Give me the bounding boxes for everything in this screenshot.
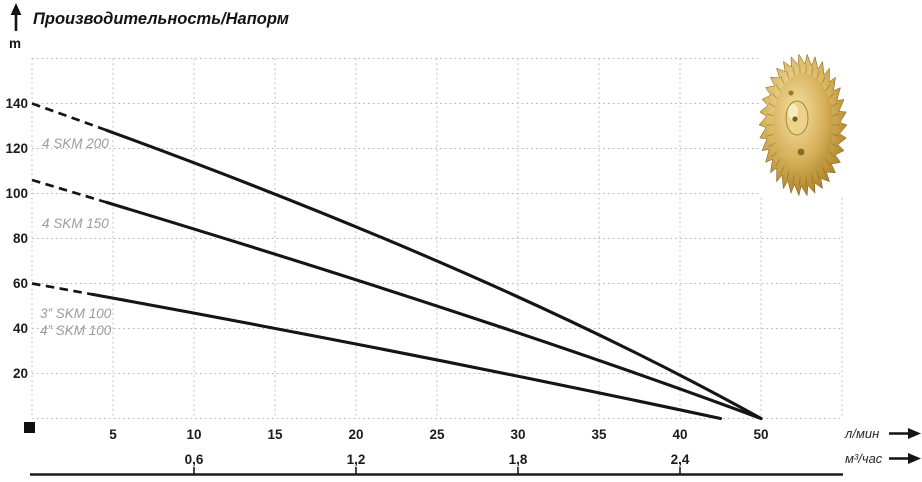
y-axis-up-arrow-icon — [10, 3, 22, 31]
impeller-bolt-hole — [788, 90, 794, 96]
x-tick-label-lmin: 20 — [348, 427, 363, 442]
chart-title: Производительность/Напорм — [33, 10, 289, 28]
curve-label-4in-skm100: 4” SKM 100 — [40, 323, 112, 338]
impeller-vane-line — [775, 157, 782, 166]
impeller-bolt-hole — [797, 148, 805, 156]
impeller-hub-highlight — [788, 104, 798, 120]
impeller-vane-line — [830, 142, 838, 148]
impeller-vane-line — [771, 150, 779, 158]
x-tick-label-m3h: 0,6 — [185, 452, 204, 467]
x-tick-label-lmin: 30 — [510, 427, 525, 442]
x-tick-label-lmin: 10 — [186, 427, 201, 442]
pump-curve — [105, 200, 763, 421]
pump-curves — [31, 102, 763, 421]
impeller-vane-line — [831, 113, 840, 117]
impeller-vane-line — [827, 92, 835, 100]
grid — [31, 58, 843, 419]
flow-axis-lmin-unit-label: л/мин — [844, 426, 879, 441]
x-tick-label-lmin: 25 — [429, 427, 445, 442]
y-tick-label: 120 — [5, 141, 28, 156]
impeller-vane-line — [768, 142, 776, 148]
axis-ticks: 5 10 15 20 25 30 35 40 50 0,6 1,2 1,8 2,4 140 120 100 80… — [5, 96, 769, 475]
flow-axis-m3h-arrow-icon — [889, 453, 921, 464]
x-tick-label-lmin: 35 — [591, 427, 607, 442]
x-tick-label-m3h: 1,8 — [509, 452, 528, 467]
impeller-vane-line — [766, 113, 775, 117]
pump-curve — [90, 292, 723, 421]
x-tick-label-lmin: 50 — [753, 427, 768, 442]
y-tick-label: 20 — [13, 366, 28, 381]
x-tick-label-lmin: 40 — [672, 427, 687, 442]
impeller-vane-line — [827, 150, 835, 158]
impeller-vane-line — [824, 157, 831, 166]
y-tick-label: 60 — [13, 276, 28, 291]
x-tick-label-lmin: 5 — [109, 427, 117, 442]
y-tick-label: 140 — [5, 96, 28, 111]
x-tick-label-m3h: 2,4 — [671, 452, 690, 467]
impeller-vane-line — [775, 84, 782, 93]
curve-label-3in-skm100: 3” SKM 100 — [40, 306, 112, 321]
curve-label-4skm150: 4 SKM 150 — [42, 216, 109, 231]
curve-label-4skm200: 4 SKM 200 — [42, 136, 109, 151]
impeller-vane-line — [824, 84, 831, 93]
y-axis-unit-label: m — [9, 36, 21, 51]
y-tick-label: 100 — [5, 186, 28, 201]
impeller-vane-line — [830, 102, 838, 108]
x-tick-label-m3h: 1,2 — [347, 452, 366, 467]
pump-curve — [105, 128, 763, 421]
impeller-vane-line — [768, 102, 776, 108]
impeller-vane-line — [771, 92, 779, 100]
x-tick-label-lmin: 15 — [267, 427, 283, 442]
flow-axis-lmin-arrow-icon — [889, 428, 921, 439]
flow-axis-m3h-unit-label: м³/час — [845, 451, 883, 466]
impeller-vane-line — [766, 133, 775, 137]
pump-curve-dashed-segment — [31, 178, 107, 204]
impeller-vane-line — [831, 133, 840, 137]
impeller-center-hole — [792, 116, 798, 122]
y-tick-label: 80 — [13, 231, 28, 246]
origin-marker — [24, 422, 35, 433]
pump-curve-dashed-segment — [31, 282, 93, 296]
impeller-image — [758, 53, 848, 197]
pump-curve-dashed-segment — [31, 102, 108, 132]
y-tick-label: 40 — [13, 321, 28, 336]
